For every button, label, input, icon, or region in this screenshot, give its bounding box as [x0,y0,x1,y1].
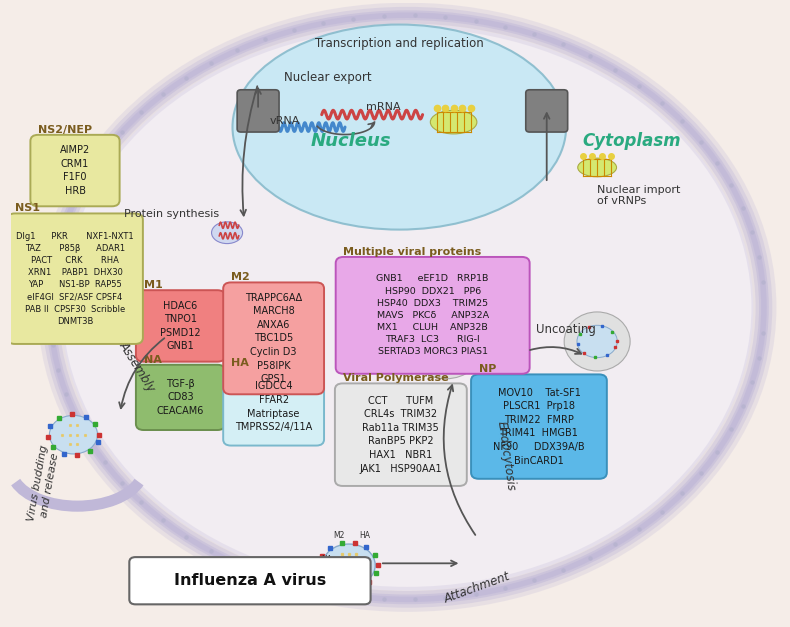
Text: AIMP2
CRM1
F1F0
HRB: AIMP2 CRM1 F1F0 HRB [60,145,90,196]
Text: HA: HA [231,358,249,368]
FancyBboxPatch shape [7,213,143,344]
FancyBboxPatch shape [526,90,568,132]
Text: Protein synthesis: Protein synthesis [124,209,220,219]
Ellipse shape [409,317,483,379]
Text: TRAPPC6AΔ
MARCH8
ANXA6
TBC1D5
Cyclin D3
P58IPK
GPS1: TRAPPC6AΔ MARCH8 ANXA6 TBC1D5 Cyclin D3 … [245,293,303,384]
Text: HA: HA [359,531,370,540]
Ellipse shape [322,544,375,586]
Text: Cytoplasm: Cytoplasm [583,132,681,150]
FancyBboxPatch shape [237,90,279,132]
FancyBboxPatch shape [224,368,324,446]
Ellipse shape [577,158,616,177]
Ellipse shape [431,110,477,134]
Text: Uncoating: Uncoating [536,322,596,335]
FancyBboxPatch shape [335,384,467,486]
Ellipse shape [61,24,753,591]
Ellipse shape [423,329,469,366]
Text: NP: NP [479,364,496,374]
Text: GNB1     eEF1D   RRP1B
HSP90  DDX21   PP6
HSP40  DDX3    TRIM25
MAVS   PKCδ     : GNB1 eEF1D RRP1B HSP90 DDX21 PP6 HSP40 D… [377,275,489,356]
Text: Influenza A virus: Influenza A virus [175,573,326,588]
Text: Viral Polymerase: Viral Polymerase [343,374,448,384]
Text: NS1: NS1 [15,203,40,213]
FancyBboxPatch shape [336,257,529,374]
Ellipse shape [564,312,630,371]
Text: Dlg1      PKR       NXF1-NXT1
TAZ       P85β      ADAR1
PACT     CRK       RHA
X: Dlg1 PKR NXF1-NXT1 TAZ P85β ADAR1 PACT C… [16,231,134,325]
Text: Nuclear export: Nuclear export [284,71,372,84]
Text: M1: M1 [144,280,163,290]
Text: NA: NA [322,555,333,564]
Text: Assembly: Assembly [116,339,158,394]
Text: HDAC6
TNPO1
PSMD12
GNB1: HDAC6 TNPO1 PSMD12 GNB1 [160,300,201,351]
FancyBboxPatch shape [136,365,225,430]
Text: vRNA: vRNA [269,116,299,126]
Ellipse shape [577,325,617,357]
Text: TGF-β
CD83
CEACAM6: TGF-β CD83 CEACAM6 [157,379,204,416]
Ellipse shape [50,416,97,454]
FancyBboxPatch shape [30,135,119,206]
Text: Nuclear import
of vRNPs: Nuclear import of vRNPs [597,184,680,206]
Text: Transcription and replication: Transcription and replication [315,36,483,50]
Ellipse shape [232,24,566,229]
Text: Virus budding
and release: Virus budding and release [27,445,62,524]
FancyBboxPatch shape [130,557,371,604]
Text: Nucleus: Nucleus [311,132,392,150]
Text: M2: M2 [231,272,250,282]
Text: CCT      TUFM
CRL4s  TRIM32
Rab11a TRIM35
RanBP5 PKP2
HAX1   NBR1
JAK1   HSP90AA: CCT TUFM CRL4s TRIM32 Rab11a TRIM35 RanB… [359,396,442,473]
Text: mRNA: mRNA [367,102,401,112]
FancyBboxPatch shape [471,374,607,479]
Ellipse shape [212,222,243,243]
Text: IGDCC4
FFAR2
Matriptase
TMPRSS2/4/11A: IGDCC4 FFAR2 Matriptase TMPRSS2/4/11A [235,381,312,432]
FancyBboxPatch shape [136,290,225,362]
Text: Multiple viral proteins: Multiple viral proteins [344,247,482,257]
Text: MOV10    Tat-SF1
PLSCR1  Prp18
TRIM22  FMRP
TRIM41  HMGB1
NF90     DDX39A/B
BinC: MOV10 Tat-SF1 PLSCR1 Prp18 TRIM22 FMRP T… [493,387,585,466]
FancyBboxPatch shape [224,282,324,394]
Text: NS2/NEP: NS2/NEP [38,125,92,135]
Text: M2: M2 [333,531,344,540]
Text: Endocytosis: Endocytosis [495,421,517,492]
Text: NA: NA [144,355,161,365]
Text: Attachment: Attachment [442,570,512,606]
